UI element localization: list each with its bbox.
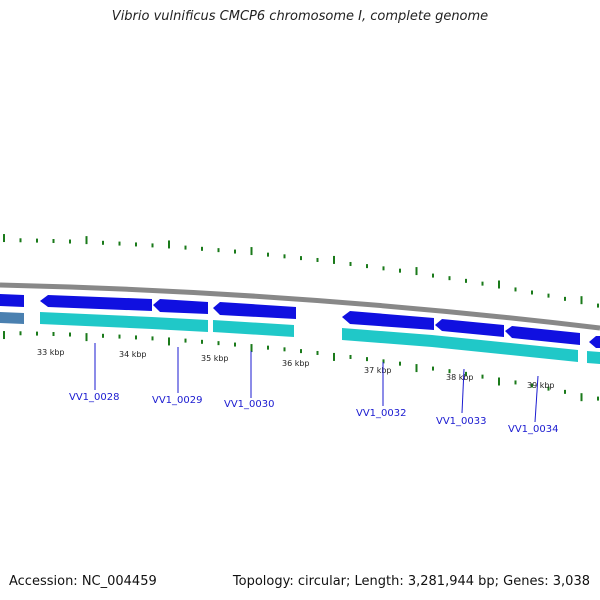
gene-arrow-vv1-0030[interactable] (213, 302, 296, 319)
topology-text: Topology: circular; Length: 3,281,944 bp… (232, 574, 590, 589)
ruler-label: 34 kbp (119, 350, 147, 359)
cds-block[interactable] (152, 317, 208, 332)
accession-text: Accession: NC_004459 (9, 574, 157, 589)
cds-track (0, 312, 600, 364)
cds-block[interactable] (0, 312, 24, 324)
gene-label-vv1-0028[interactable]: VV1_0028 (69, 392, 120, 403)
gene-leader-lines (94, 343, 539, 423)
ruler-label: 33 kbp (37, 348, 65, 357)
gene-arrow-vv1-0028[interactable] (40, 295, 152, 311)
ruler-label: 35 kbp (201, 354, 229, 363)
ruler-labels: 33 kbp 34 kbp 35 kbp 36 kbp 37 kbp 38 kb… (37, 348, 555, 390)
ruler-label: 36 kbp (282, 359, 310, 368)
cds-block[interactable] (587, 351, 600, 364)
chromosome-backbone (0, 282, 600, 331)
gene-arrow[interactable] (589, 336, 600, 348)
ruler-label: 39 kbp (527, 381, 555, 390)
cds-block[interactable] (213, 320, 294, 337)
cds-block[interactable] (342, 328, 432, 347)
gene-label-vv1-0032[interactable]: VV1_0032 (356, 408, 407, 419)
gene-labels: VV1_0028 VV1_0029 VV1_0030 VV1_0032 VV1_… (69, 392, 559, 435)
gene-label-vv1-0029[interactable]: VV1_0029 (152, 395, 203, 406)
ruler-label: 38 kbp (446, 373, 474, 382)
gene-arrow-vv1-0032[interactable] (342, 311, 434, 330)
ruler-label: 37 kbp (364, 366, 392, 375)
cds-block[interactable] (432, 335, 578, 362)
gene-arrow-vv1-0034[interactable] (505, 326, 580, 345)
gene-label-vv1-0030[interactable]: VV1_0030 (224, 399, 275, 410)
outer-tick-row (3, 234, 599, 308)
gene-arrow-vv1-0029[interactable] (153, 299, 208, 314)
gene-label-vv1-0033[interactable]: VV1_0033 (436, 416, 487, 427)
gene-label-vv1-0034[interactable]: VV1_0034 (508, 424, 559, 435)
inner-tick-row (3, 331, 599, 402)
gene-arrow-vv1-0033[interactable] (435, 319, 504, 337)
cds-block[interactable] (40, 312, 152, 329)
genome-title: Vibrio vulnificus CMCP6 chromosome I, co… (111, 9, 489, 24)
gene-track (0, 294, 600, 348)
gene-arrow[interactable] (0, 294, 24, 307)
